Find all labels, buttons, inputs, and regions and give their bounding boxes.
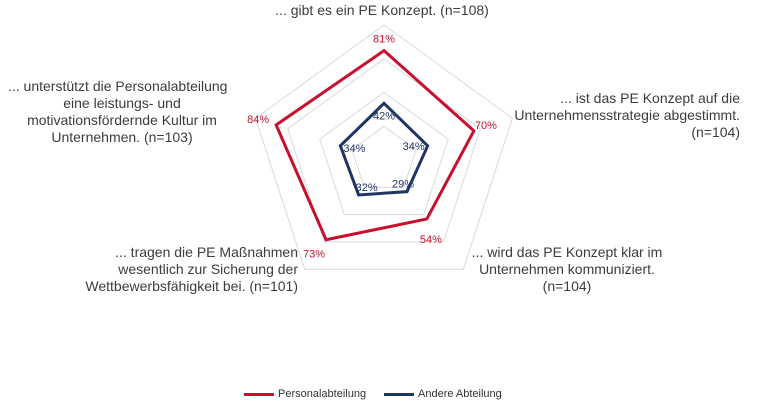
legend-label-0: Personalabteilung bbox=[278, 388, 367, 400]
axis-label-2-line-1: Unternehmen kommuniziert. bbox=[479, 261, 655, 277]
axis-label-1-line-0: ... ist das PE Konzept auf die bbox=[560, 90, 740, 106]
axis-label-4: ... unterstützt die Personalabteilung ei… bbox=[8, 78, 268, 146]
grid-ring-0 bbox=[351, 125, 417, 188]
series-1-label-1: 34% bbox=[403, 141, 425, 153]
axis-label-1: ... ist das PE Konzept auf die Unternehm… bbox=[480, 90, 740, 141]
grid-ring-3 bbox=[255, 24, 513, 270]
legend-label-1: Andere Abteilung bbox=[418, 388, 502, 400]
legend-swatch-0 bbox=[244, 392, 274, 396]
series-0-line bbox=[274, 48, 476, 242]
legend-item-0: Personalabteilung bbox=[244, 388, 366, 400]
axis-label-2-line-0: ... wird das PE Konzept klar im bbox=[471, 244, 663, 260]
axis-label-0-line-0: ... gibt es ein PE Konzept. (n=108) bbox=[275, 2, 489, 18]
axis-label-0: ... gibt es ein PE Konzept. (n=108) bbox=[232, 2, 532, 19]
series-0-label-3: 73% bbox=[303, 249, 325, 261]
legend-swatch-1 bbox=[384, 392, 414, 396]
grid-ring-2 bbox=[287, 58, 481, 243]
axis-label-4-line-0: ... unterstützt die Personalabteilung bbox=[8, 78, 228, 94]
axis-label-4-line-1: eine leistungs- und bbox=[63, 95, 181, 111]
series-0-label-2: 54% bbox=[420, 234, 442, 246]
series-1-label-0: 42% bbox=[373, 110, 395, 122]
axis-label-1-line-2: (n=104) bbox=[691, 124, 740, 140]
axis-label-3-line-2: Wettbewerbsfähigkeit bei. (n=101) bbox=[85, 278, 298, 294]
axis-label-2-line-2: (n=104) bbox=[542, 278, 592, 294]
axis-label-1-line-1: Unternehmensstrategie abgestimmt. bbox=[514, 107, 740, 123]
axis-label-4-line-3: Unternehmen. (n=103) bbox=[51, 129, 193, 145]
axis-label-4-line-2: motivationsfördernde Kultur im bbox=[27, 112, 217, 128]
series-0-label-1: 70% bbox=[475, 120, 497, 132]
axis-label-2: ... wird das PE Konzept klar im Unterneh… bbox=[452, 244, 682, 295]
axis-label-3: ... tragen die PE Maßnahmen wesentlich z… bbox=[40, 244, 298, 295]
series-1-label-2: 29% bbox=[392, 179, 414, 191]
series-0-label-0: 81% bbox=[373, 34, 395, 46]
grid-ring-1 bbox=[319, 91, 449, 216]
series-1-label-3: 32% bbox=[356, 182, 378, 194]
axis-label-3-line-1: wesentlich zur Sicherung der bbox=[118, 261, 298, 277]
series-0-label-4: 84% bbox=[247, 114, 269, 126]
axis-label-3-line-0: ... tragen die PE Maßnahmen bbox=[115, 244, 298, 260]
legend-item-1: Andere Abteilung bbox=[384, 388, 502, 400]
series-1-line bbox=[338, 101, 430, 197]
series-1-label-4: 34% bbox=[343, 143, 365, 155]
